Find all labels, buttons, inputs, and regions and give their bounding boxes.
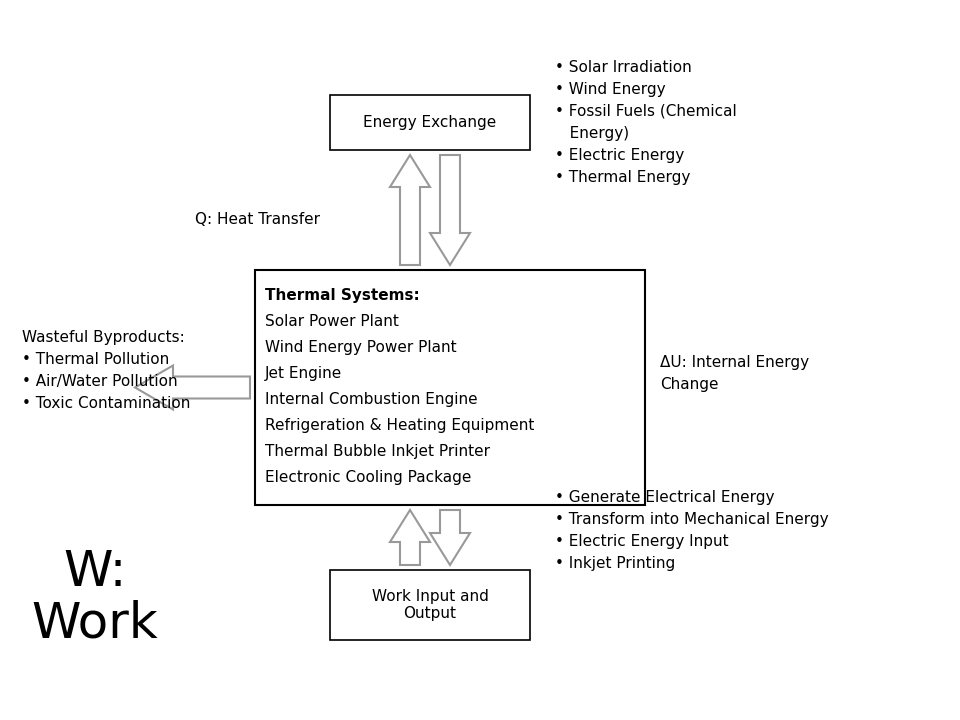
Polygon shape	[390, 155, 430, 265]
Text: Change: Change	[660, 377, 718, 392]
Polygon shape	[390, 510, 430, 565]
Text: • Generate Electrical Energy: • Generate Electrical Energy	[555, 490, 775, 505]
Text: Internal Combustion Engine: Internal Combustion Engine	[265, 392, 478, 407]
Text: Electronic Cooling Package: Electronic Cooling Package	[265, 470, 471, 485]
Text: ΔU: Internal Energy: ΔU: Internal Energy	[660, 355, 809, 370]
Polygon shape	[135, 366, 250, 410]
Bar	[330, 570, 530, 640]
Text: Refrigeration & Heating Equipment: Refrigeration & Heating Equipment	[265, 418, 535, 433]
Text: Energy): Energy)	[555, 126, 629, 141]
Bar	[255, 270, 645, 505]
Polygon shape	[430, 155, 470, 265]
Text: • Thermal Energy: • Thermal Energy	[555, 170, 690, 185]
Text: • Thermal Pollution: • Thermal Pollution	[22, 352, 169, 367]
Text: • Toxic Contamination: • Toxic Contamination	[22, 396, 190, 411]
Text: • Air/Water Pollution: • Air/Water Pollution	[22, 374, 178, 389]
Text: • Electric Energy: • Electric Energy	[555, 148, 684, 163]
Text: Solar Power Plant: Solar Power Plant	[265, 314, 398, 329]
Text: • Fossil Fuels (Chemical: • Fossil Fuels (Chemical	[555, 104, 736, 119]
Bar	[330, 95, 530, 150]
Text: Q: Heat Transfer: Q: Heat Transfer	[195, 212, 320, 228]
Text: • Solar Irradiation: • Solar Irradiation	[555, 60, 692, 75]
Text: Jet Engine: Jet Engine	[265, 366, 343, 381]
Text: • Electric Energy Input: • Electric Energy Input	[555, 534, 729, 549]
Text: Thermal Systems:: Thermal Systems:	[265, 288, 420, 303]
Text: Thermal Bubble Inkjet Printer: Thermal Bubble Inkjet Printer	[265, 444, 490, 459]
Text: Work Input and
Output: Work Input and Output	[372, 589, 489, 621]
Text: • Wind Energy: • Wind Energy	[555, 82, 665, 97]
Text: Wind Energy Power Plant: Wind Energy Power Plant	[265, 340, 457, 355]
Polygon shape	[430, 510, 470, 565]
Text: W:
Work: W: Work	[32, 548, 158, 648]
Text: Wasteful Byproducts:: Wasteful Byproducts:	[22, 330, 184, 345]
Text: Energy Exchange: Energy Exchange	[364, 115, 496, 130]
Text: • Transform into Mechanical Energy: • Transform into Mechanical Energy	[555, 512, 828, 527]
Text: • Inkjet Printing: • Inkjet Printing	[555, 556, 675, 571]
